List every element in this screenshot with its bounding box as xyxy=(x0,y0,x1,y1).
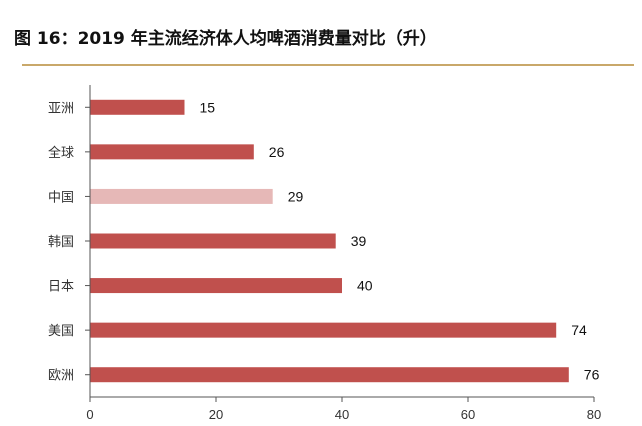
x-tick-label-2: 40 xyxy=(335,407,349,422)
bar-2 xyxy=(90,188,273,204)
value-label-2: 29 xyxy=(288,188,304,204)
title-divider xyxy=(22,64,634,66)
x-tick-label-3: 60 xyxy=(461,407,475,422)
bar-3 xyxy=(90,233,336,249)
category-label-0: 亚洲 xyxy=(48,101,74,116)
bar-0 xyxy=(90,99,185,115)
category-label-1: 全球 xyxy=(48,145,74,161)
x-tick-label-0: 0 xyxy=(86,407,93,422)
category-label-4: 日本 xyxy=(48,280,74,295)
x-tick-label-4: 80 xyxy=(587,407,601,422)
bars-group: 15 26 29 39 40 74 76 xyxy=(90,99,600,383)
figure-title: 图 16：2019 年主流经济体人均啤酒消费量对比（升） xyxy=(14,29,437,49)
category-label-6: 欧洲 xyxy=(48,369,74,384)
bar-5 xyxy=(90,322,557,338)
bar-4 xyxy=(90,278,342,294)
category-label-5: 美国 xyxy=(48,324,74,339)
x-tick-label-1: 20 xyxy=(209,407,223,422)
category-label-2: 中国 xyxy=(48,190,74,205)
category-label-3: 韩国 xyxy=(48,235,74,250)
value-label-5: 74 xyxy=(571,322,587,338)
bar-1 xyxy=(90,144,254,160)
value-label-0: 15 xyxy=(200,99,216,115)
value-label-6: 76 xyxy=(584,367,600,383)
value-label-3: 39 xyxy=(351,233,367,249)
value-label-1: 26 xyxy=(269,144,285,160)
bar-6 xyxy=(90,367,569,383)
value-label-4: 40 xyxy=(357,278,373,294)
